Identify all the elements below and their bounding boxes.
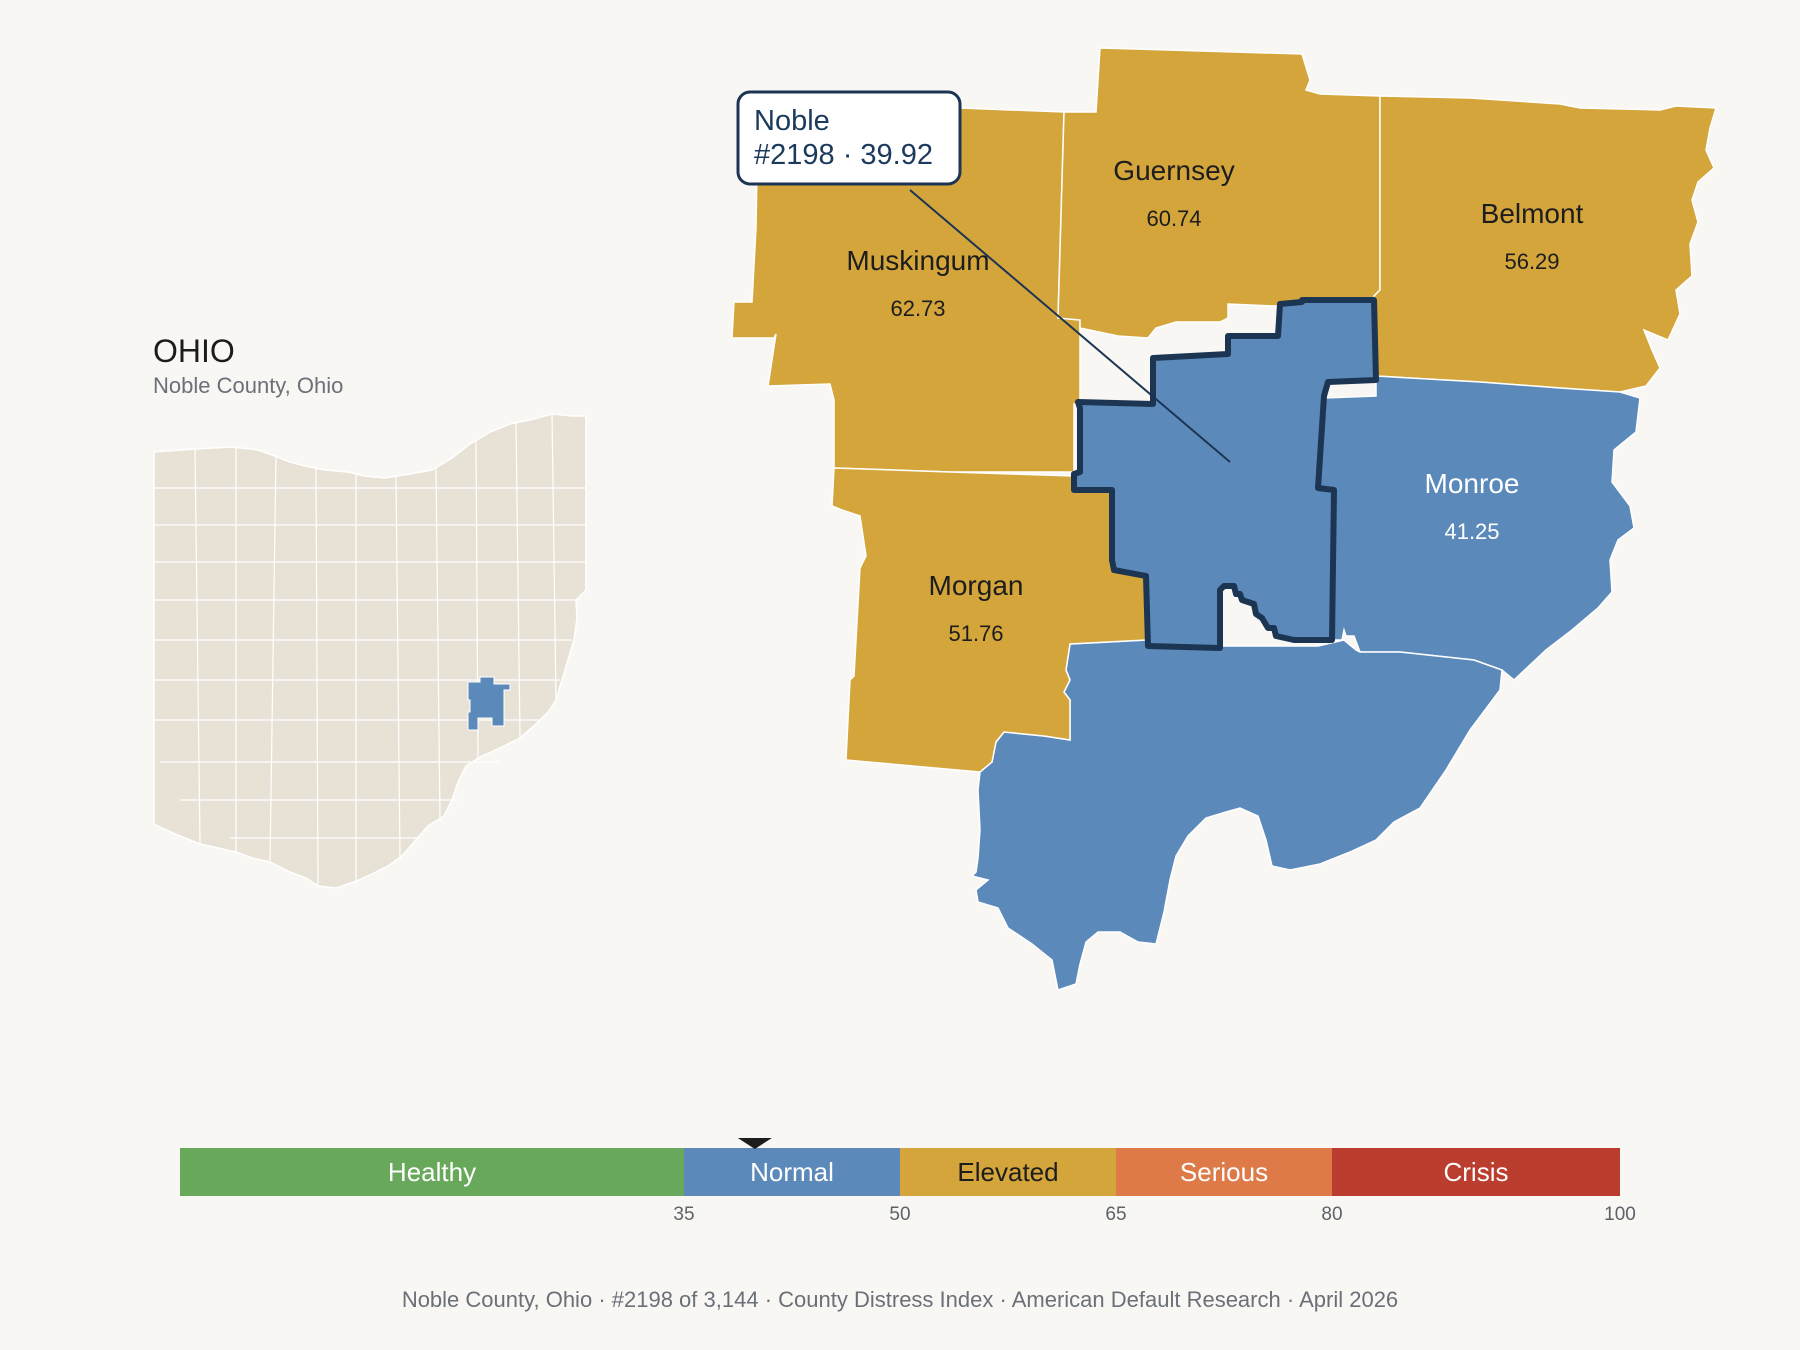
county-labels: Muskingum 62.73 Guernsey 60.74 Belmont 5… [846, 155, 1583, 646]
inset-noble-highlight [467, 676, 511, 731]
county-label-morgan: Morgan [929, 570, 1024, 601]
county-value-morgan: 51.76 [948, 621, 1003, 646]
footer-rank: #2198 of 3,144 [612, 1287, 759, 1312]
state-title: OHIO [153, 333, 235, 369]
legend-band-healthy [180, 1148, 684, 1196]
legend-tick-label: 50 [889, 1204, 910, 1225]
county-value-monroe: 41.25 [1444, 519, 1499, 544]
distress-scale-legend: Healthy Normal Elevated Serious Crisis 35 50 65… [180, 1138, 1636, 1225]
legend-tick-label: 100 [1604, 1204, 1636, 1225]
state-subtitle: Noble County, Ohio [153, 373, 343, 398]
tooltip-leader-line [909, 189, 1231, 463]
county-noble[interactable] [1071, 297, 1379, 651]
footer-separator: · [765, 1287, 778, 1312]
footer-source: American Default Research [1012, 1287, 1281, 1312]
footer-caption: Noble County, Ohio · #2198 of 3,144 · Co… [402, 1287, 1398, 1312]
legend-band-normal [684, 1148, 900, 1196]
ohio-state-shape [153, 413, 587, 889]
footer-date: April 2026 [1299, 1287, 1398, 1312]
state-inset: OHIO Noble County, Ohio [153, 333, 587, 889]
county-belmont[interactable] [1373, 95, 1717, 393]
county-label-belmont: Belmont [1481, 198, 1584, 229]
footer-county: Noble County, Ohio [402, 1287, 592, 1312]
legend-band-label-healthy: Healthy [388, 1157, 476, 1187]
legend-band-label-elevated: Elevated [957, 1157, 1058, 1187]
legend-tick-label: 80 [1321, 1204, 1342, 1225]
county-map [731, 47, 1717, 991]
legend-band-label-normal: Normal [750, 1157, 834, 1187]
legend-value-marker [737, 1138, 772, 1149]
footer-separator: · [999, 1287, 1011, 1312]
footer-index-name: County Distress Index [778, 1287, 993, 1312]
legend-band-label-serious: Serious [1180, 1157, 1268, 1187]
tooltip-rank-score: #2198 · 39.92 [754, 139, 933, 171]
selected-county-tooltip: Noble #2198 · 39.92 [736, 90, 1231, 463]
legend-band-label-crisis: Crisis [1444, 1157, 1509, 1187]
county-value-belmont: 56.29 [1504, 249, 1559, 274]
county-label-muskingum: Muskingum [846, 245, 989, 276]
inset-county-grid [154, 413, 586, 887]
county-label-guernsey: Guernsey [1113, 155, 1234, 186]
legend-band-crisis [1332, 1148, 1620, 1196]
footer-separator: · [1287, 1287, 1299, 1312]
county-value-guernsey: 60.74 [1146, 206, 1201, 231]
county-value-muskingum: 62.73 [890, 296, 945, 321]
legend-tick-label: 65 [1105, 1204, 1126, 1225]
legend-tick-label: 35 [673, 1204, 694, 1225]
county-guernsey[interactable] [1057, 47, 1381, 339]
tooltip-box [736, 90, 962, 186]
legend-band-serious [1116, 1148, 1332, 1196]
footer-separator: · [598, 1287, 611, 1312]
legend-band-elevated [900, 1148, 1116, 1196]
county-label-monroe: Monroe [1425, 468, 1520, 499]
tooltip-county-name: Noble [754, 105, 830, 137]
